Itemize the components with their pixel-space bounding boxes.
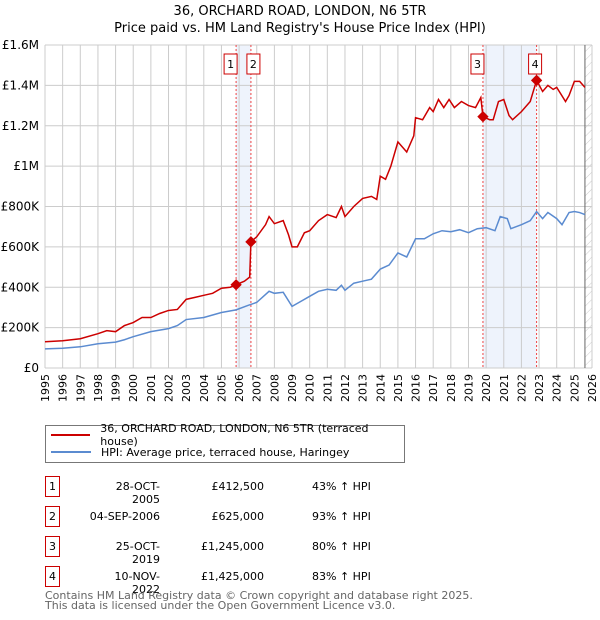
y-tick-label: £1.2M [2,119,39,133]
x-tick-label: 2002 [163,374,176,402]
sale-point [245,236,257,248]
x-tick-label: 2017 [427,374,440,402]
y-tick-label: £1.4M [2,78,39,92]
property-price-line [44,78,586,343]
sale-hpi-diff: 43% ↑ HPI [312,480,371,493]
sale-label-number: 3 [474,58,481,71]
x-tick-label: 2010 [304,374,317,402]
y-tick-label: £600K [1,240,41,254]
x-tick-label: 2012 [339,374,352,402]
x-tick-label: 2018 [445,374,458,402]
x-tick-label: 2019 [462,374,475,402]
x-tick-label: 2015 [392,374,405,402]
x-tick-label: 2025 [568,374,581,402]
x-tick-label: 2007 [251,374,264,402]
sale-number-badge: 2 [45,506,60,527]
sale-date: 28-OCT-2005 [115,480,160,506]
sale-hpi-diff: 83% ↑ HPI [312,570,371,583]
sale-label-box [223,53,238,75]
x-tick-label: 2013 [357,374,370,402]
sale-label-number: 4 [532,58,539,71]
sale-price: £1,245,000 [201,540,264,553]
x-tick-label: 2022 [515,374,528,402]
x-tick-label: 1995 [39,374,52,402]
sale-price: £1,425,000 [201,570,264,583]
x-tick-label: 2023 [533,374,546,402]
x-tick-label: 2000 [127,374,140,402]
x-tick-label: 1999 [110,374,123,402]
price-chart: 1995 1996 1997 1998 1999 2000 2001 2002 2003 2004… [1,38,599,402]
sale-date: 04-SEP-2006 [89,510,160,523]
x-tick-label: 1996 [57,374,70,402]
x-tick-label: 2003 [180,374,193,402]
x-tick-label: 2021 [498,374,511,402]
sale-label-number: 2 [250,58,257,71]
x-tick-label: 2024 [551,374,564,402]
x-tick-label: 1998 [92,374,105,402]
sale-date: 10-NOV-2022 [114,570,160,596]
sale-number-badge: 3 [45,536,60,557]
x-tick-label: 2004 [198,374,211,402]
sale-number-badge: 4 [45,566,60,587]
sale-point [230,279,242,291]
y-tick-label: £400K [1,280,41,294]
sale-label-number: 1 [227,58,234,71]
sale-hpi-diff: 93% ↑ HPI [312,510,371,523]
x-tick-label: 2009 [286,374,299,402]
sale-label-box [246,53,261,75]
x-tick-label: 2014 [374,374,387,402]
hpi-line [44,210,586,350]
x-tick-label: 2005 [215,374,228,402]
y-tick-label: £200K [1,321,41,335]
footer-copyright: Contains HM Land Registry data © Crown c… [45,589,473,602]
sale-number-badge: 1 [45,476,60,497]
y-tick-label: £800K [1,200,41,214]
legend-swatch-hpi [51,451,91,453]
x-tick-label: 2011 [321,374,334,402]
sale-price: £412,500 [211,480,265,493]
x-tick-label: 2020 [480,374,493,402]
footer-licence: This data is licensed under the Open Gov… [45,599,396,612]
legend-swatch-property [51,434,91,436]
sale-label-box [470,53,485,75]
y-tick-label: £1M [13,159,39,173]
legend-label-hpi: HPI: Average price, terraced house, Hari… [101,445,350,459]
sale-date: 25-OCT-2019 [115,540,160,566]
sale-price: £625,000 [211,510,265,523]
x-tick-label: 2008 [268,374,281,402]
sale-hpi-diff: 80% ↑ HPI [312,540,371,553]
x-tick-label: 2001 [145,374,158,402]
x-tick-label: 2016 [410,374,423,402]
legend-label-property: 36, ORCHARD ROAD, LONDON, N6 5TR (terrac… [100,422,369,448]
y-tick-label: £1.6M [2,38,39,52]
chart-title: 36, ORCHARD ROAD, LONDON, N6 5TR [173,4,427,19]
x-tick-label: 2026 [586,374,599,402]
chart-subtitle: Price paid vs. HM Land Registry's House … [114,21,486,36]
x-tick-label: 2006 [233,374,246,402]
sale-label-box [528,53,543,75]
x-tick-label: 1997 [74,374,87,402]
y-tick-label: £0 [24,361,39,375]
legend: 36, ORCHARD ROAD, LONDON, N6 5TR (terrac… [45,422,405,463]
